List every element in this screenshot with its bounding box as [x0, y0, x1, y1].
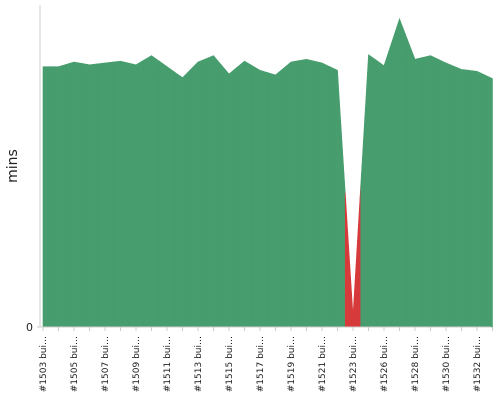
y-tick-label: 0: [26, 321, 33, 334]
x-tick-label: #1503 bui…: [39, 336, 49, 392]
x-tick-label: #1509 bui…: [132, 336, 142, 392]
x-tick-label: #1530 bui…: [442, 336, 452, 392]
area-segment: [453, 65, 470, 328]
area-segment: [220, 63, 238, 328]
area-segment: [267, 67, 284, 328]
area-segment: [375, 42, 393, 328]
x-tick-label: #1521 bui…: [318, 336, 328, 392]
x-tick-label: #1517 bui…: [256, 336, 266, 392]
area-segment: [344, 184, 362, 328]
area-segment: [236, 60, 253, 328]
area-segment: [42, 66, 52, 328]
y-axis-label: mins: [5, 149, 21, 183]
x-tick-label: #1513 bui…: [194, 336, 204, 392]
x-tick-label: #1515 bui…: [225, 336, 235, 392]
x-tick-label: #1519 bui…: [287, 336, 297, 392]
area-segment: [406, 38, 424, 328]
area-segment: [127, 59, 145, 328]
area-segment: [422, 55, 439, 328]
x-tick-label: #1505 bui…: [70, 336, 80, 392]
area-segment: [468, 69, 486, 328]
x-tick-label: #1523 bui…: [349, 336, 359, 392]
area-segment: [282, 60, 300, 328]
area-segment: [391, 17, 408, 328]
area-segment: [484, 74, 493, 328]
area-segment: [329, 66, 346, 328]
area-segment: [313, 60, 331, 328]
area-segment: [437, 58, 455, 328]
area-segment: [50, 63, 67, 328]
area-segment: [112, 60, 129, 328]
x-tick-label: #1511 bui…: [163, 336, 173, 392]
area-segment: [96, 61, 114, 328]
x-tick-label: #1507 bui…: [101, 336, 111, 392]
area-segment: [251, 65, 269, 328]
x-tick-label: #1526 bui…: [380, 336, 390, 392]
area-segment: [205, 55, 222, 328]
area-segment: [158, 60, 176, 328]
area-segment: [81, 63, 98, 328]
x-tick-label: #1532 bui…: [473, 336, 483, 392]
area-segment: [298, 58, 315, 328]
area-segment: [143, 55, 160, 328]
area-segment: [189, 58, 207, 328]
x-tick-label: #1528 bui…: [411, 336, 421, 392]
area-segment: [65, 61, 83, 328]
area-segment: [360, 54, 377, 328]
area-segment: [174, 69, 191, 328]
